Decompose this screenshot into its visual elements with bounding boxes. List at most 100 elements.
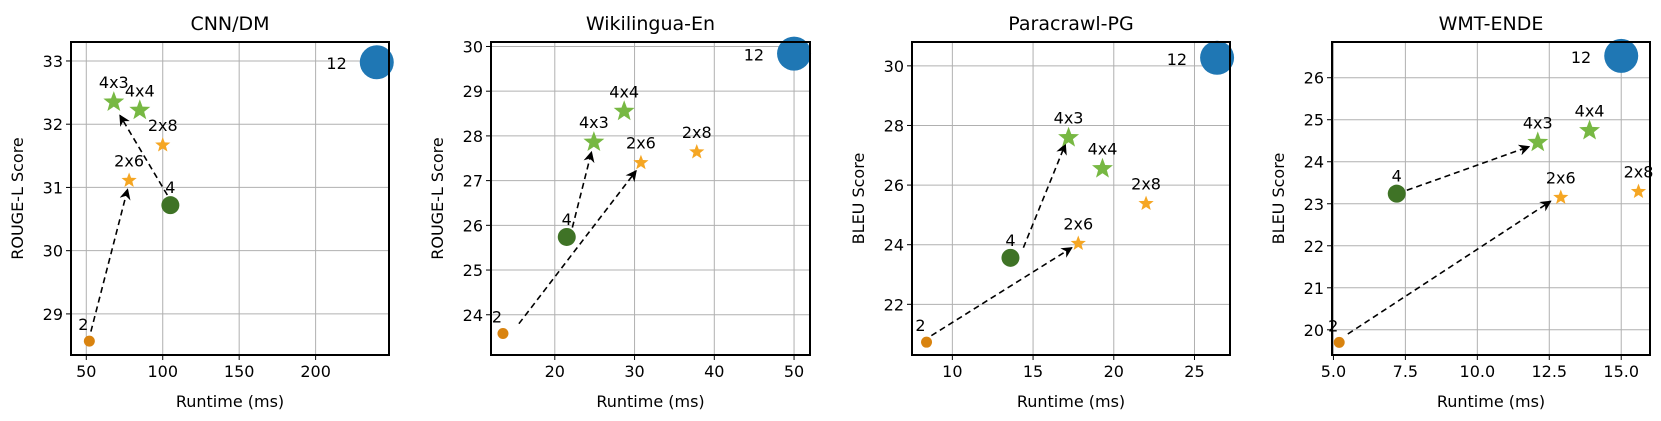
plot-frame <box>490 41 811 356</box>
x-axis-label: Runtime (ms) <box>596 392 704 411</box>
y-tick-label: 28 <box>463 127 483 146</box>
point-label: 4x4 <box>125 81 155 100</box>
point-label: 2 <box>78 315 88 334</box>
x-tick-label: 12.5 <box>1531 362 1567 381</box>
data-point-12 <box>1200 40 1235 75</box>
data-point-2 <box>921 336 933 348</box>
point-label: 4x3 <box>99 73 129 92</box>
chart-title: CNN/DM <box>190 13 269 35</box>
point-label: 4x3 <box>579 113 609 132</box>
point-label: 2 <box>1328 316 1338 335</box>
point-label: 2 <box>915 316 925 335</box>
point-label: 12 <box>326 54 346 73</box>
dashed-arrow <box>90 188 131 332</box>
y-tick-label: 27 <box>463 172 483 191</box>
point-label: 4 <box>1005 231 1015 250</box>
x-tick-label: 20 <box>545 362 565 381</box>
point-label: 4 <box>1392 167 1402 186</box>
star-point-4x4 <box>1579 119 1601 140</box>
point-label: 2x6 <box>1546 168 1576 187</box>
point-label: 2x8 <box>1624 163 1654 182</box>
x-tick-label: 15.0 <box>1603 362 1639 381</box>
star-point-4x4 <box>1092 157 1113 178</box>
point-label: 2x6 <box>1063 215 1093 234</box>
star-point-2x8 <box>1630 183 1647 199</box>
dashed-arrow <box>930 247 1073 337</box>
y-tick-label: 24 <box>463 306 483 325</box>
data-point-2 <box>497 328 509 340</box>
star-point-2x6 <box>1553 189 1569 204</box>
plot-frame <box>70 41 390 356</box>
y-tick-label: 28 <box>884 116 904 135</box>
point-label: 4x3 <box>1054 109 1084 128</box>
x-tick-label: 5.0 <box>1321 362 1346 381</box>
data-point-4 <box>557 227 576 246</box>
data-point-2 <box>83 335 95 347</box>
x-tick-label: 15 <box>1023 362 1043 381</box>
dashed-arrow <box>119 114 169 196</box>
star-point-4x3 <box>1058 126 1080 147</box>
data-point-4 <box>1387 184 1406 203</box>
y-tick-label: 30 <box>884 57 904 76</box>
data-point-2 <box>1333 336 1345 348</box>
y-axis-label: BLEU Score <box>1269 153 1288 245</box>
point-label: 4 <box>562 210 572 229</box>
point-label: 12 <box>744 46 764 65</box>
x-tick-label: 20 <box>1104 362 1124 381</box>
y-tick-label: 25 <box>463 261 483 280</box>
y-tick-label: 22 <box>884 295 904 314</box>
y-tick-label: 26 <box>1304 69 1324 88</box>
y-tick-label: 24 <box>1304 153 1324 172</box>
point-label: 12 <box>1167 50 1187 69</box>
dashed-arrow <box>518 169 637 325</box>
star-point-4x3 <box>583 131 605 152</box>
x-tick-label: 50 <box>784 362 804 381</box>
y-axis-label: BLEU Score <box>849 153 868 245</box>
x-axis-label: Runtime (ms) <box>1017 392 1125 411</box>
chart-title: WMT-ENDE <box>1439 13 1544 35</box>
x-tick-label: 100 <box>147 362 178 381</box>
y-tick-label: 30 <box>463 37 483 56</box>
x-tick-label: 25 <box>1184 362 1204 381</box>
y-tick-label: 21 <box>1304 279 1324 298</box>
data-point-12 <box>1604 38 1639 73</box>
point-label: 4x3 <box>1523 113 1553 132</box>
point-label: 2 <box>492 308 502 327</box>
star-point-4x3 <box>1527 131 1549 152</box>
star-point-4x4 <box>613 100 635 121</box>
dashed-arrow <box>1022 143 1067 248</box>
star-point-2x6 <box>121 172 137 187</box>
y-tick-label: 24 <box>884 236 904 255</box>
x-axis-label: Runtime (ms) <box>1437 392 1545 411</box>
point-label: 2x6 <box>114 151 144 170</box>
x-axis-label: Runtime (ms) <box>176 392 284 411</box>
point-label: 2x8 <box>682 123 712 142</box>
y-tick-label: 23 <box>1304 195 1324 214</box>
point-label: 4 <box>165 178 175 197</box>
data-point-4 <box>1001 248 1020 267</box>
star-point-4x3 <box>103 91 125 111</box>
plot-frame <box>911 41 1231 356</box>
y-axis-label: ROUGE-L Score <box>8 137 27 260</box>
y-tick-label: 26 <box>884 176 904 195</box>
x-tick-label: 7.5 <box>1393 362 1418 381</box>
x-tick-label: 50 <box>76 362 96 381</box>
point-label: 4x4 <box>1575 102 1605 121</box>
dashed-arrow <box>571 150 595 228</box>
y-tick-label: 22 <box>1304 237 1324 256</box>
y-tick-label: 32 <box>43 115 63 134</box>
star-point-2x8 <box>155 137 171 152</box>
star-point-2x8 <box>1138 195 1154 211</box>
x-tick-label: 10 <box>942 362 962 381</box>
dashed-arrow <box>1347 200 1552 335</box>
y-tick-label: 25 <box>1304 111 1324 130</box>
plot-frame <box>1331 41 1651 356</box>
point-label: 12 <box>1571 48 1591 67</box>
point-label: 4x4 <box>1088 140 1118 159</box>
x-tick-label: 10.0 <box>1460 362 1496 381</box>
y-tick-label: 30 <box>43 242 63 261</box>
chart-panel-3: 10 15 20 25222426283024122x62x84x34x4Paracr… <box>849 13 1235 411</box>
star-point-4x4 <box>129 99 151 120</box>
